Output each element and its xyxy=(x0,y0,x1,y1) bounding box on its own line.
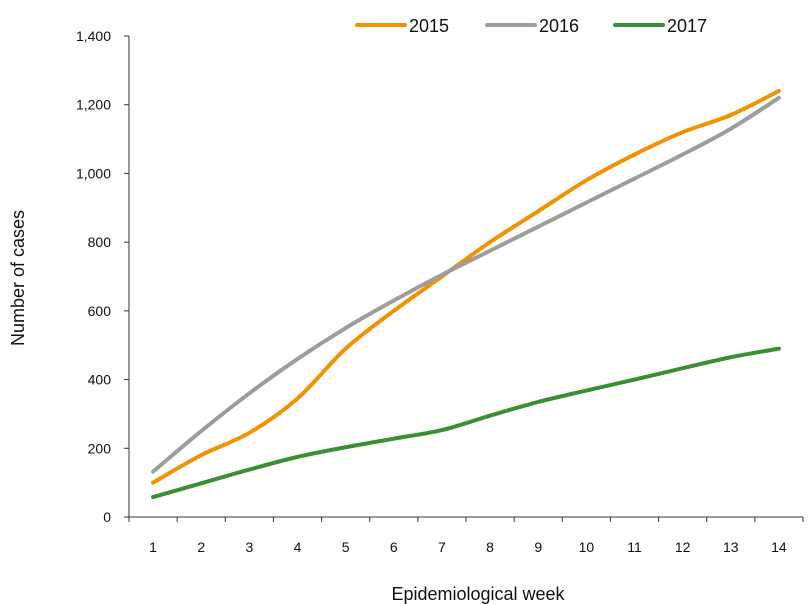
x-tick-label: 13 xyxy=(723,539,739,555)
series-line-2017 xyxy=(151,346,781,500)
x-tick-label: 6 xyxy=(390,539,398,555)
x-tick-label: 12 xyxy=(675,539,691,555)
y-axis-title: Number of cases xyxy=(8,210,28,346)
y-tick-label: 800 xyxy=(88,234,112,250)
legend: 2015 2016 2017 xyxy=(355,16,707,36)
y-tick-label: 400 xyxy=(88,372,112,388)
x-tick-label: 11 xyxy=(627,539,642,555)
x-axis-ticks: 1 2 3 4 5 6 7 8 9 10 11 12 13 14 xyxy=(128,517,804,555)
x-tick-label: 1 xyxy=(149,539,157,555)
y-tick-label: 1,000 xyxy=(76,165,111,181)
x-tick-label: 7 xyxy=(438,539,446,555)
y-axis-ticks: 0 200 400 600 800 1,000 1,200 1,400 xyxy=(76,28,129,525)
legend-label-2017: 2017 xyxy=(667,16,707,36)
x-axis-title: Epidemiological week xyxy=(391,584,565,604)
x-tick-label: 4 xyxy=(294,539,302,555)
y-tick-label: 1,400 xyxy=(76,28,111,44)
x-tick-label: 8 xyxy=(486,539,494,555)
legend-label-2016: 2016 xyxy=(539,16,579,36)
x-tick-label: 10 xyxy=(579,539,595,555)
series-lines xyxy=(151,88,781,500)
y-tick-label: 600 xyxy=(88,303,112,319)
series-line-2015 xyxy=(151,88,781,485)
x-tick-label: 2 xyxy=(197,539,205,555)
x-tick-label: 14 xyxy=(771,539,787,555)
x-tick-label: 9 xyxy=(534,539,542,555)
series-line-2016 xyxy=(151,95,781,474)
y-tick-label: 1,200 xyxy=(76,97,111,113)
y-tick-label: 200 xyxy=(88,440,112,456)
x-tick-label: 3 xyxy=(245,539,253,555)
x-tick-label: 5 xyxy=(342,539,350,555)
y-tick-label: 0 xyxy=(103,509,111,525)
legend-label-2015: 2015 xyxy=(409,16,449,36)
